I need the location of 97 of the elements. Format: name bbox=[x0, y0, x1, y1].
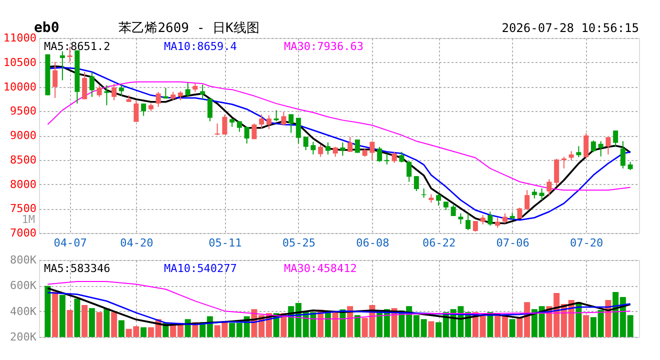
candlestick bbox=[266, 114, 272, 130]
y-tick-label: 10500 bbox=[3, 56, 36, 69]
line-series bbox=[47, 81, 631, 191]
y-tick-label: 7000 bbox=[10, 226, 36, 240]
candlestick bbox=[472, 221, 478, 231]
x-tick-label: 06-08 bbox=[356, 236, 390, 250]
candlestick bbox=[222, 114, 228, 136]
line-series bbox=[47, 281, 631, 320]
candlestick bbox=[318, 144, 324, 158]
candlestick bbox=[502, 212, 508, 224]
candlestick bbox=[399, 151, 404, 163]
candlestick bbox=[281, 111, 286, 126]
y-tick-label: 9500 bbox=[10, 104, 36, 118]
candlestick bbox=[252, 123, 257, 140]
y-tick-label: 8000 bbox=[10, 178, 36, 191]
candlestick bbox=[466, 212, 471, 231]
candlestick bbox=[207, 98, 212, 122]
text: MA10:540277 bbox=[164, 262, 237, 275]
x-tick-label: 04-20 bbox=[120, 236, 154, 250]
candlestick bbox=[488, 211, 493, 226]
candlestick bbox=[89, 71, 94, 98]
candlestick bbox=[354, 139, 360, 154]
text: 2026-07-28 10:56:15 bbox=[502, 21, 639, 35]
candlestick bbox=[495, 217, 500, 228]
candlestick bbox=[214, 123, 220, 136]
candlestick bbox=[118, 84, 124, 96]
candlestick bbox=[384, 152, 390, 165]
series-label: MA5:8651.2 bbox=[44, 40, 110, 53]
text: MA10:8659.4 bbox=[164, 40, 238, 53]
text: eb0 bbox=[34, 20, 60, 36]
candlestick bbox=[52, 61, 58, 98]
candlestick bbox=[340, 142, 346, 156]
candlestick bbox=[539, 188, 544, 201]
candlestick bbox=[620, 140, 626, 169]
candlestick bbox=[613, 130, 618, 148]
candlestick bbox=[414, 176, 419, 192]
candlestick bbox=[546, 178, 552, 196]
candlestick bbox=[156, 91, 161, 108]
y-tick-label: 800K bbox=[10, 254, 37, 266]
candlestick bbox=[576, 146, 582, 158]
candlestick bbox=[288, 114, 294, 134]
candlestick bbox=[598, 140, 604, 157]
x-tick-label: 05-25 bbox=[282, 236, 316, 250]
x-tick-label: 05-11 bbox=[208, 236, 242, 250]
candlestick bbox=[303, 136, 308, 151]
candlestick bbox=[244, 126, 250, 144]
candlestick bbox=[568, 150, 574, 161]
candlestick bbox=[480, 214, 486, 225]
y-tick-label: 8500 bbox=[10, 153, 36, 166]
candlestick bbox=[606, 136, 611, 155]
y-tick-label: 11000 bbox=[3, 32, 36, 44]
candlestick bbox=[259, 114, 264, 130]
y-tick-label: 9000 bbox=[10, 129, 36, 142]
candlestick bbox=[436, 192, 442, 206]
x-tick-label: 07-06 bbox=[496, 236, 530, 250]
candlestick bbox=[532, 188, 537, 199]
y-tick-label: 400K bbox=[10, 304, 37, 318]
candlestick bbox=[200, 84, 206, 100]
candlestick bbox=[134, 100, 139, 122]
text: MA30:458412 bbox=[284, 262, 357, 275]
series-label: MA5:583346 bbox=[44, 262, 110, 275]
candlestick bbox=[348, 136, 353, 152]
candlestick bbox=[584, 132, 589, 158]
y-tick-label: 200K bbox=[10, 330, 37, 344]
candlestick bbox=[60, 50, 65, 81]
chart-title: 苯乙烯2609 - 日K线图 bbox=[118, 21, 260, 36]
candlestick bbox=[310, 141, 316, 155]
candlestick bbox=[377, 146, 382, 162]
candlestick bbox=[554, 158, 560, 187]
candlestick bbox=[332, 146, 338, 158]
candlestick bbox=[590, 140, 596, 153]
candlestick bbox=[392, 151, 397, 164]
text: 1M bbox=[22, 213, 36, 226]
x-tick-label: 04-07 bbox=[54, 236, 87, 250]
candlestick bbox=[296, 117, 301, 144]
candlestick bbox=[178, 90, 183, 101]
candlestick bbox=[236, 120, 242, 132]
candlestick bbox=[517, 207, 522, 219]
candlestick bbox=[406, 160, 412, 182]
y-tick-label: 7500 bbox=[10, 202, 36, 216]
candlestick bbox=[185, 82, 190, 98]
x-tick-label: 06-22 bbox=[422, 236, 456, 250]
candlestick bbox=[274, 110, 279, 122]
candlestick bbox=[82, 71, 88, 100]
y-tick-label: 600K bbox=[10, 279, 37, 292]
candlestick bbox=[370, 140, 375, 161]
candlestick bbox=[104, 84, 110, 106]
candlestick bbox=[524, 190, 530, 211]
y-tick-label: 10000 bbox=[3, 80, 36, 94]
candlestick bbox=[96, 84, 102, 98]
candlestick bbox=[112, 83, 117, 101]
candlestick bbox=[458, 212, 464, 225]
text: MA30:7936.63 bbox=[284, 40, 364, 53]
candlestick bbox=[325, 142, 330, 155]
x-tick-label: 07-20 bbox=[570, 236, 604, 250]
candlestick bbox=[141, 103, 146, 116]
candlestick bbox=[561, 156, 566, 169]
